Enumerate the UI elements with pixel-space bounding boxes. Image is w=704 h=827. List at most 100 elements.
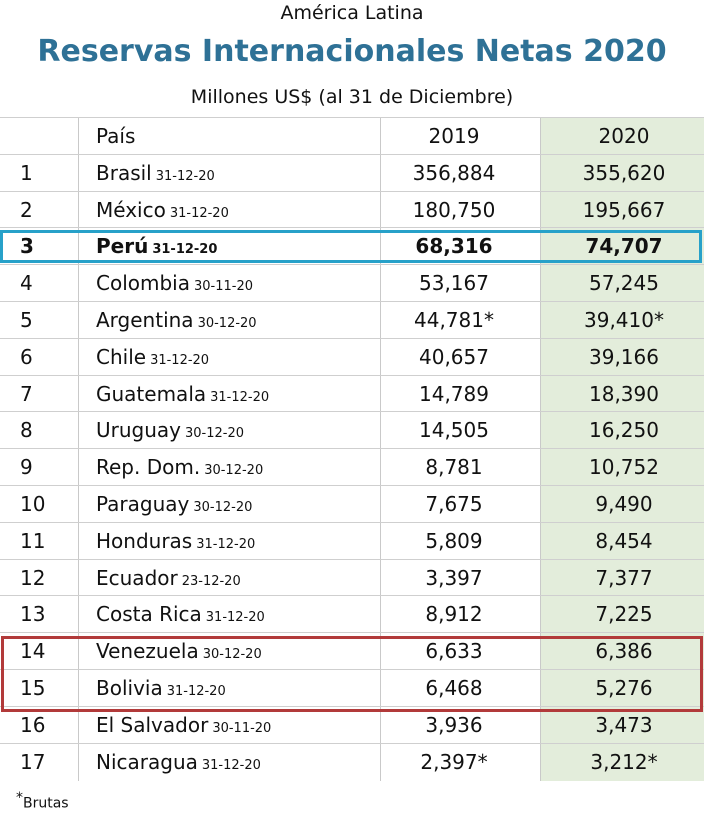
row-value-2019: 7,675 xyxy=(425,492,483,516)
row-country-cell: Guatemala 31-12-20 xyxy=(96,376,396,412)
header-country: País xyxy=(96,124,136,148)
reserves-table: País 2019 2020 1 Brasil 31-12-20 356,884 355… xyxy=(0,117,704,781)
row-rank: 12 xyxy=(20,565,46,590)
row-rank: 16 xyxy=(20,712,46,737)
row-value-2019: 68,316 xyxy=(415,234,493,259)
row-value-2020: 7,225 xyxy=(595,602,653,627)
row-country: Bolivia xyxy=(96,676,163,700)
row-country: México xyxy=(96,197,166,222)
row-country: Colombia xyxy=(96,271,190,296)
row-country-cell: Chile 31-12-20 xyxy=(96,339,396,375)
row-value-2019: 44,781* xyxy=(414,308,494,332)
row-rank: 17 xyxy=(20,749,46,774)
row-value-2019: 180,750 xyxy=(412,197,496,222)
row-value-2020: 6,386 xyxy=(595,639,653,664)
table-row: 12 Ecuador 23-12-20 3,397 7,377 xyxy=(0,558,704,596)
footnote-star: * xyxy=(16,790,23,806)
row-country-cell: Costa Rica 31-12-20 xyxy=(96,596,396,632)
row-country-cell: Honduras 31-12-20 xyxy=(96,523,396,559)
row-rank: 15 xyxy=(20,676,46,700)
row-country-cell: México 31-12-20 xyxy=(96,192,396,228)
row-value-2020: 10,752 xyxy=(589,455,659,480)
row-country-cell: Venezuela 30-12-20 xyxy=(96,633,396,669)
table-row: 17 Nicaragua 31-12-20 2,397* 3,212* xyxy=(0,742,704,780)
row-country: Costa Rica xyxy=(96,602,202,627)
table-row: 13 Costa Rica 31-12-20 8,912 7,225 xyxy=(0,595,704,632)
row-rank: 5 xyxy=(20,308,33,332)
table-row: 8 Uruguay 30-12-20 14,505 16,250 xyxy=(0,411,704,448)
row-rank: 6 xyxy=(20,344,33,369)
row-country-cell: Paraguay 30-12-20 xyxy=(96,486,396,522)
row-date: 31-12-20 xyxy=(201,757,261,773)
row-rank: 3 xyxy=(20,234,34,259)
row-date: 31-12-20 xyxy=(205,610,265,626)
row-date: 30-11-20 xyxy=(193,279,253,295)
table-row: 6 Chile 31-12-20 40,657 39,166 xyxy=(0,337,704,375)
row-date: 30-12-20 xyxy=(202,647,262,663)
row-value-2019: 14,505 xyxy=(419,418,489,443)
row-value-2020: 8,454 xyxy=(595,528,653,553)
table-row: 2 México 31-12-20 180,750 195,667 xyxy=(0,190,704,228)
row-country-cell: Perú 31-12-20 xyxy=(96,228,396,264)
row-rank: 7 xyxy=(20,381,33,406)
table-row: 3 Perú 31-12-20 68,316 74,707 xyxy=(0,227,704,264)
row-value-2019: 2,397* xyxy=(420,749,488,774)
row-value-2020: 3,212* xyxy=(590,749,658,774)
table-header-row: País 2019 2020 xyxy=(0,117,704,154)
row-value-2020: 7,377 xyxy=(595,565,653,590)
row-date: 31-12-20 xyxy=(166,684,226,699)
row-value-2019: 40,657 xyxy=(419,344,489,369)
row-value-2020: 16,250 xyxy=(589,418,659,443)
row-rank: 10 xyxy=(20,492,46,516)
row-value-2019: 5,809 xyxy=(425,528,483,553)
row-country: El Salvador xyxy=(96,712,209,737)
table-row: 7 Guatemala 31-12-20 14,789 18,390 xyxy=(0,374,704,412)
chart-title: Reservas Internacionales Netas 2020 xyxy=(37,34,667,69)
row-date: 30-11-20 xyxy=(212,720,272,736)
row-rank: 13 xyxy=(20,602,46,627)
row-country: Uruguay xyxy=(96,418,181,443)
row-country-cell: El Salvador 30-11-20 xyxy=(96,707,396,743)
row-country: Argentina xyxy=(96,308,194,332)
region-kicker: América Latina xyxy=(280,2,424,24)
row-value-2020: 57,245 xyxy=(589,271,659,296)
row-date: 31-12-20 xyxy=(152,242,218,258)
row-country: Rep. Dom. xyxy=(96,455,201,480)
row-date: 23-12-20 xyxy=(181,573,241,589)
row-country: Brasil xyxy=(96,160,152,185)
row-rank: 8 xyxy=(20,418,33,443)
row-country: Nicaragua xyxy=(96,749,198,774)
row-rank: 11 xyxy=(20,528,46,553)
row-value-2020: 74,707 xyxy=(585,234,663,259)
row-value-2020: 3,473 xyxy=(595,712,653,737)
row-value-2019: 6,468 xyxy=(425,676,483,700)
table-row: 14 Venezuela 30-12-20 6,633 6,386 xyxy=(0,632,704,669)
highlight-box-venezuela-bolivia xyxy=(1,636,703,712)
row-date: 31-12-20 xyxy=(210,389,270,405)
row-value-2019: 14,789 xyxy=(419,381,489,406)
row-rank: 9 xyxy=(20,455,33,480)
row-rank: 1 xyxy=(20,160,33,185)
row-value-2019: 3,397 xyxy=(425,565,483,590)
header-2020: 2020 xyxy=(598,124,650,148)
row-value-2019: 8,781 xyxy=(425,455,483,480)
table-row: 4 Colombia 30-11-20 53,167 57,245 xyxy=(0,264,704,301)
row-country-cell: Nicaragua 31-12-20 xyxy=(96,744,396,780)
row-value-2019: 356,884 xyxy=(412,160,496,185)
row-country-cell: Rep. Dom. 30-12-20 xyxy=(96,449,396,485)
row-country: Ecuador xyxy=(96,565,178,590)
row-date: 30-12-20 xyxy=(197,316,257,331)
row-date: 30-12-20 xyxy=(193,500,253,515)
row-value-2020: 18,390 xyxy=(589,381,659,406)
table-row: 10 Paraguay 30-12-20 7,675 9,490 xyxy=(0,485,704,522)
highlight-box-peru xyxy=(0,230,702,263)
row-value-2019: 6,633 xyxy=(425,639,483,664)
table-row: 16 El Salvador 30-11-20 3,936 3,473 xyxy=(0,705,704,743)
row-value-2020: 355,620 xyxy=(582,160,666,185)
row-value-2020: 39,166 xyxy=(589,344,659,369)
row-value-2020: 9,490 xyxy=(595,492,653,516)
row-value-2019: 3,936 xyxy=(425,712,483,737)
row-country: Paraguay xyxy=(96,492,190,516)
row-country-cell: Brasil 31-12-20 xyxy=(96,155,396,191)
header-2019: 2019 xyxy=(428,124,480,148)
